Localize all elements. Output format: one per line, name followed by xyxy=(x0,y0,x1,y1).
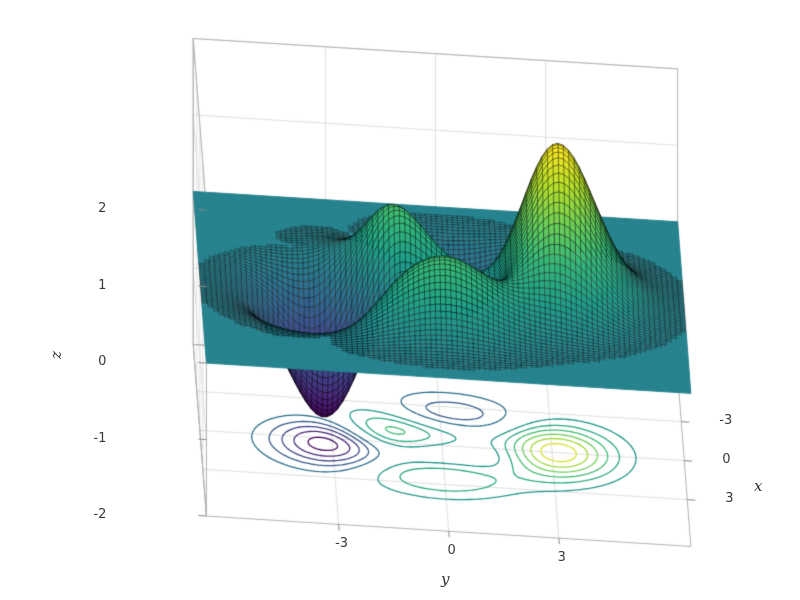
z-axis-label: z xyxy=(46,351,65,359)
x-axis-label: x xyxy=(754,477,763,495)
y-axis-label: y xyxy=(441,570,450,588)
